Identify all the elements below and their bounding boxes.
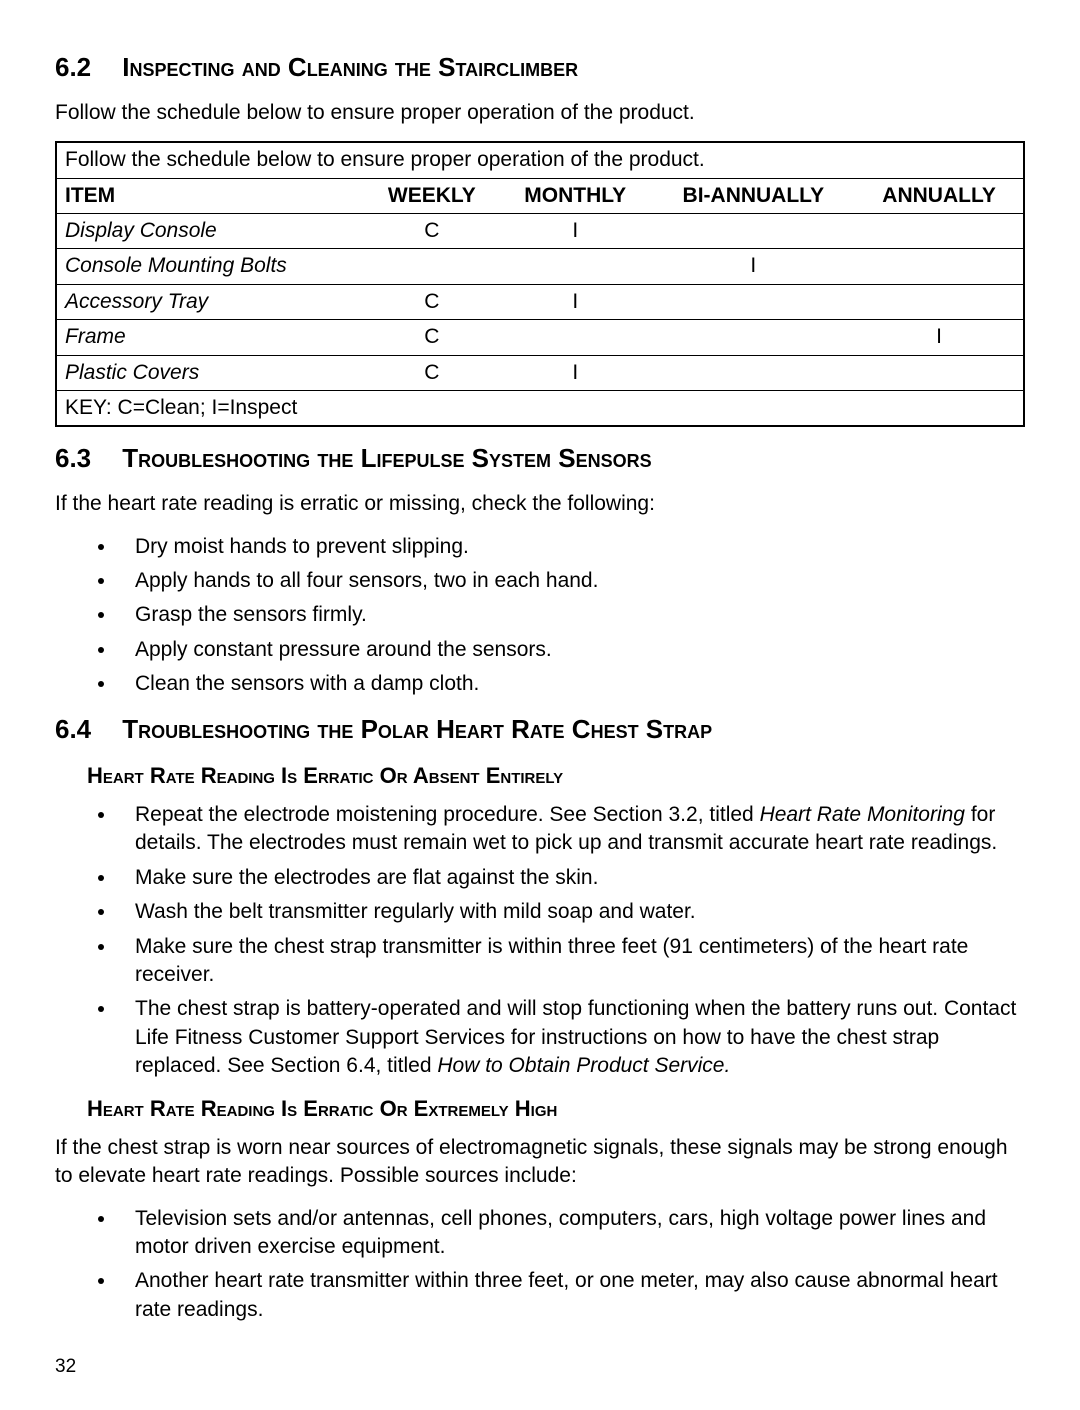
table-cell: I [651, 249, 855, 284]
section-6-2-number: 6.2 [55, 50, 115, 85]
list-item: The chest strap is battery-operated and … [117, 995, 1025, 1080]
section-6-3-heading: 6.3 Troubleshooting the Lifepulse System… [55, 441, 1025, 476]
table-cell: C [365, 320, 499, 355]
table-cell: I [855, 320, 1024, 355]
section-6-4-sub2-list: Television sets and/or antennas, cell ph… [117, 1205, 1025, 1324]
section-6-3-number: 6.3 [55, 441, 115, 476]
list-item: Television sets and/or antennas, cell ph… [117, 1205, 1025, 1262]
list-item: Apply hands to all four sensors, two in … [117, 567, 1025, 595]
table-cell: C [365, 355, 499, 390]
list-item: Wash the belt transmitter regularly with… [117, 898, 1025, 926]
table-key-row: KEY: C=Clean; I=Inspect [56, 390, 1024, 426]
section-6-3-title: Troubleshooting the Lifepulse System Sen… [122, 443, 651, 473]
table-header-item: ITEM [56, 178, 365, 213]
section-6-2-title: Inspecting and Cleaning the Stairclimber [122, 52, 578, 82]
table-cell [651, 355, 855, 390]
table-key: KEY: C=Clean; I=Inspect [56, 390, 1024, 426]
section-6-2-intro: Follow the schedule below to ensure prop… [55, 99, 1025, 127]
table-cell [499, 320, 651, 355]
table-caption-row: Follow the schedule below to ensure prop… [56, 142, 1024, 178]
list-item: Clean the sensors with a damp cloth. [117, 670, 1025, 698]
section-6-4-sub2-heading: Heart Rate Reading Is Erratic Or Extreme… [87, 1094, 1025, 1124]
list-item: Make sure the chest strap transmitter is… [117, 933, 1025, 990]
table-cell [855, 249, 1024, 284]
table-cell: Plastic Covers [56, 355, 365, 390]
table-cell: Accessory Tray [56, 284, 365, 319]
section-6-3-list: Dry moist hands to prevent slipping. App… [117, 533, 1025, 699]
section-6-3-intro: If the heart rate reading is erratic or … [55, 490, 1025, 518]
list-item: Dry moist hands to prevent slipping. [117, 533, 1025, 561]
list-item: Repeat the electrode moistening procedur… [117, 801, 1025, 858]
table-header-annually: ANNUALLY [855, 178, 1024, 213]
table-caption: Follow the schedule below to ensure prop… [56, 142, 1024, 178]
table-cell: C [365, 214, 499, 249]
table-header-row: ITEM WEEKLY MONTHLY BI-ANNUALLY ANNUALLY [56, 178, 1024, 213]
table-row: Plastic Covers C I [56, 355, 1024, 390]
list-item: Grasp the sensors firmly. [117, 601, 1025, 629]
table-cell [855, 284, 1024, 319]
section-6-4-title: Troubleshooting the Polar Heart Rate Che… [122, 714, 712, 744]
maintenance-schedule-table: Follow the schedule below to ensure prop… [55, 141, 1025, 427]
section-6-4-heading: 6.4 Troubleshooting the Polar Heart Rate… [55, 712, 1025, 747]
table-cell [499, 249, 651, 284]
list-item: Apply constant pressure around the senso… [117, 636, 1025, 664]
table-cell [855, 214, 1024, 249]
list-item: Another heart rate transmitter within th… [117, 1267, 1025, 1324]
table-cell: Frame [56, 320, 365, 355]
table-cell: I [499, 355, 651, 390]
table-row: Frame C I [56, 320, 1024, 355]
list-item: Make sure the electrodes are flat agains… [117, 864, 1025, 892]
table-cell [855, 355, 1024, 390]
section-6-2-heading: 6.2 Inspecting and Cleaning the Staircli… [55, 50, 1025, 85]
section-6-4-number: 6.4 [55, 712, 115, 747]
section-6-4-sub1-heading: Heart Rate Reading Is Erratic Or Absent … [87, 761, 1025, 791]
table-cell: Console Mounting Bolts [56, 249, 365, 284]
table-row: Display Console C I [56, 214, 1024, 249]
table-cell [651, 214, 855, 249]
table-cell: I [499, 214, 651, 249]
table-row: Accessory Tray C I [56, 284, 1024, 319]
page-number: 32 [55, 1354, 1025, 1380]
section-6-4-sub1-list: Repeat the electrode moistening procedur… [117, 801, 1025, 1080]
table-header-biannually: BI-ANNUALLY [651, 178, 855, 213]
section-6-4-sub2-intro: If the chest strap is worn near sources … [55, 1134, 1025, 1191]
table-header-monthly: MONTHLY [499, 178, 651, 213]
table-header-weekly: WEEKLY [365, 178, 499, 213]
table-cell: Display Console [56, 214, 365, 249]
table-cell [365, 249, 499, 284]
table-cell: C [365, 284, 499, 319]
table-cell [651, 320, 855, 355]
table-row: Console Mounting Bolts I [56, 249, 1024, 284]
table-cell: I [499, 284, 651, 319]
table-cell [651, 284, 855, 319]
